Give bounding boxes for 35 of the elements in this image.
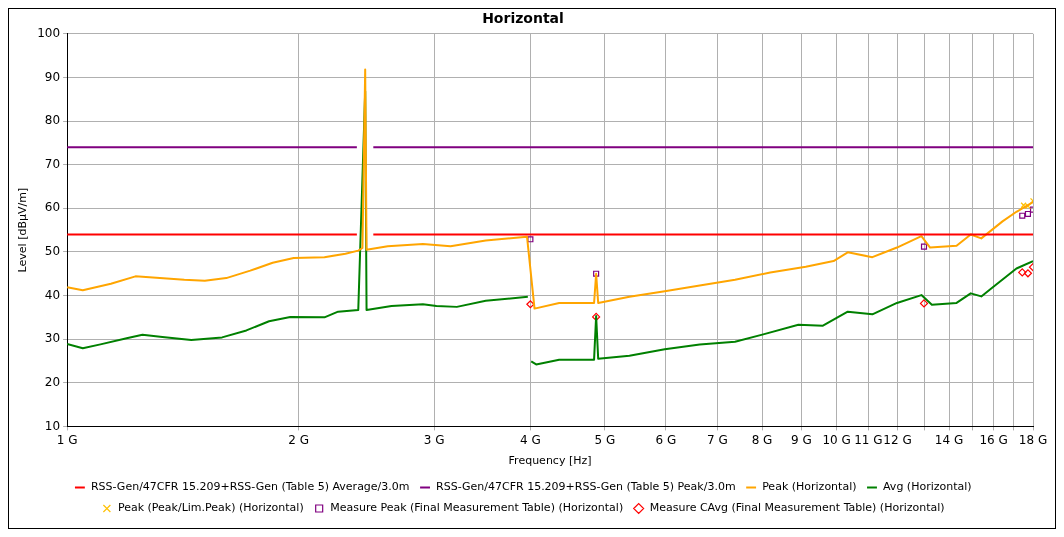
legend-label: Peak (Peak/Lim.Peak) (Horizontal) <box>117 501 304 515</box>
y-tick-label: 90 <box>44 69 61 84</box>
x-tick-label: 6 G <box>655 432 677 447</box>
legend-label: Avg (Horizontal) <box>882 480 972 494</box>
y-tick-label: 10 <box>44 418 61 433</box>
x-tick-label: 10 G <box>822 432 851 447</box>
x-tick-label: 12 G <box>883 432 912 447</box>
y-tick-label: 40 <box>44 287 61 302</box>
x-tick-label: 14 G <box>934 432 964 447</box>
x-axis-title: Frequency [Hz] <box>508 454 592 468</box>
x-tick-label: 8 G <box>751 432 773 447</box>
chart-title: Horizontal <box>482 10 564 27</box>
y-axis-title: Level [dBµV/m] <box>16 187 30 273</box>
y-tick-label: 60 <box>44 200 61 215</box>
y-tick-label: 30 <box>44 331 61 346</box>
legend-label: Measure Peak (Final Measurement Table) (Horizontal) <box>330 501 624 515</box>
x-tick-label: 3 G <box>423 432 445 447</box>
x-tick-label: 5 G <box>594 432 616 447</box>
legend-label: RSS-Gen/47CFR 15.209+RSS-Gen (Table 5) Peak/3.0m <box>436 480 736 494</box>
y-tick-label: 100 <box>37 25 61 40</box>
legend-label: Measure CAvg (Final Measurement Table) (Horizontal) <box>649 501 945 515</box>
y-tick-label: 20 <box>44 374 61 389</box>
y-tick-label: 80 <box>44 113 61 128</box>
x-tick-label: 4 G <box>520 432 541 447</box>
x-tick-label: 2 G <box>288 432 310 447</box>
y-tick-label: 70 <box>44 156 61 171</box>
x-tick-label: 11 G <box>854 432 883 447</box>
x-tick-label: 16 G <box>979 432 1008 447</box>
legend-label: Peak (Horizontal) <box>762 480 857 494</box>
x-tick-label: 18 G <box>1018 432 1048 447</box>
x-tick-label: 9 G <box>790 432 812 447</box>
legend-label: RSS-Gen/47CFR 15.209+RSS-Gen (Table 5) Average/3.0m <box>90 480 410 494</box>
x-tick-label: 1 G <box>56 432 78 447</box>
y-tick-label: 50 <box>44 244 61 259</box>
x-tick-label: 7 G <box>707 432 728 447</box>
